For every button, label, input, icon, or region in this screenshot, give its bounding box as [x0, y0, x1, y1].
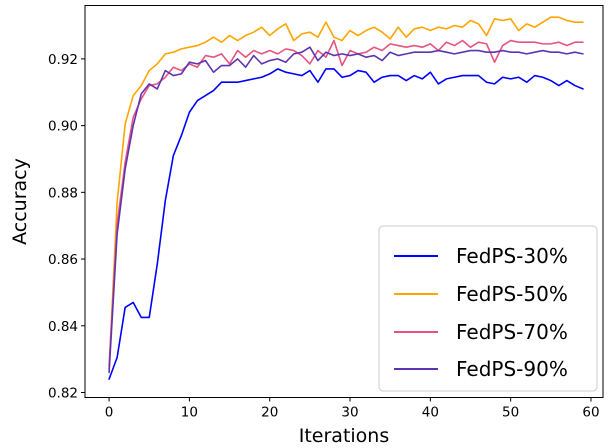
plot-frame — [84, 5, 604, 398]
series-layer — [108, 16, 584, 380]
series-line-4 — [108, 46, 584, 374]
y-tick-label: 0.92 — [48, 52, 78, 68]
y-tick-label: 0.88 — [48, 185, 78, 201]
x-tick-label: 60 — [582, 405, 599, 421]
legend-label-3: FedPS-70% — [456, 320, 568, 344]
x-tick-label: 30 — [341, 405, 358, 421]
x-tick-label: 40 — [422, 405, 439, 421]
x-tick-label: 10 — [181, 405, 198, 421]
legend-box — [378, 225, 598, 392]
y-axis: 0.82 0.84 0.86 0.88 0.90 0.92 — [48, 52, 85, 401]
legend-label-2: FedPS-50% — [456, 282, 568, 306]
legend-label-1: FedPS-30% — [456, 244, 568, 268]
series-line-2 — [108, 16, 584, 370]
legend: FedPS-30% FedPS-50% FedPS-70% FedPS-90% — [378, 225, 598, 392]
y-tick-label: 0.84 — [48, 319, 78, 335]
y-tick-label: 0.90 — [48, 119, 78, 135]
y-tick-label: 0.86 — [48, 252, 78, 268]
x-tick-label: 0 — [105, 405, 114, 421]
x-tick-label: 20 — [261, 405, 278, 421]
legend-label-4: FedPS-90% — [456, 357, 568, 381]
x-axis-label: Iterations — [299, 425, 390, 447]
x-axis: 0 10 20 30 40 50 60 — [105, 397, 600, 421]
y-tick-label: 0.82 — [48, 385, 78, 401]
series-line-1 — [108, 68, 584, 380]
y-axis-label: Accuracy — [9, 158, 31, 245]
x-tick-label: 50 — [502, 405, 519, 421]
